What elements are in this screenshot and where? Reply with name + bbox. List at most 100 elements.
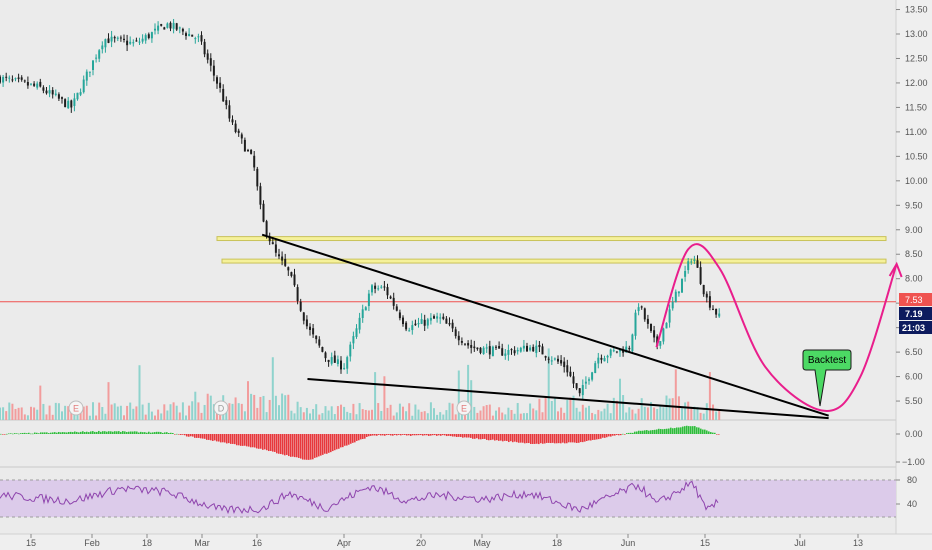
supply-zone-upper[interactable] — [216, 236, 887, 242]
macd-bar — [550, 434, 552, 444]
macd-bar — [176, 433, 178, 435]
candle-body — [147, 34, 150, 39]
callout-bubble[interactable] — [802, 349, 852, 407]
macd-bar — [472, 434, 474, 439]
macd-bar — [456, 434, 458, 437]
descending-trendline[interactable] — [261, 233, 829, 417]
macd-bar — [536, 434, 538, 444]
candle-body — [172, 22, 175, 29]
volume-bar — [383, 376, 386, 420]
volume-bar — [54, 402, 57, 420]
candle-body — [67, 100, 70, 109]
macd-bar — [44, 432, 46, 434]
earnings-marker-2[interactable]: E — [456, 400, 472, 416]
macd-bar — [632, 432, 634, 434]
macd-axis[interactable]: 0.00 −1.00 — [896, 429, 925, 467]
macd-bar — [308, 434, 310, 460]
volume-bar — [473, 406, 476, 420]
macd-bar — [360, 434, 362, 440]
macd-bar — [18, 433, 20, 435]
supply-zone-lower[interactable] — [221, 258, 887, 264]
candle-body — [631, 334, 634, 352]
candle-body — [262, 203, 265, 222]
time-axis-label: 13 — [853, 538, 863, 548]
macd-bar — [500, 434, 502, 441]
macd-bar — [670, 427, 672, 434]
macd-bar — [680, 427, 682, 434]
volume-bar — [467, 364, 470, 420]
volume-bar — [318, 414, 321, 420]
macd-bar — [488, 434, 490, 441]
macd-bar — [668, 428, 670, 434]
macd-bar — [626, 433, 628, 434]
macd-bar — [206, 434, 208, 440]
volume-bar — [361, 409, 364, 420]
candle-body — [188, 33, 191, 36]
volume-bar — [426, 413, 429, 420]
candle-body — [330, 357, 333, 364]
volume-bar — [470, 380, 473, 420]
candle-body — [712, 308, 714, 310]
macd-bar — [216, 434, 218, 442]
backtest-callout[interactable]: Backtest — [802, 349, 852, 407]
macd-bar — [640, 430, 642, 434]
volume-bar — [119, 405, 122, 420]
candle-body — [144, 35, 147, 41]
macd-bar — [404, 434, 406, 435]
candle-body — [36, 83, 39, 88]
candle-body — [39, 81, 42, 87]
volume-bar — [609, 413, 612, 420]
volume-bar — [330, 406, 333, 420]
candle-body — [600, 357, 603, 360]
volume-bar — [14, 408, 17, 420]
candle-body — [290, 272, 293, 276]
time-axis[interactable]: 15 Feb 18 Mar 16 Apr 20 May 18 Jun 15 Jul 13 — [26, 534, 863, 548]
rsi-line[interactable] — [0, 480, 719, 515]
macd-bar — [654, 429, 656, 434]
candle-body — [380, 286, 383, 288]
time-axis-label: Mar — [194, 538, 210, 548]
volume-bar — [188, 405, 191, 420]
time-scale-background[interactable] — [0, 534, 932, 550]
candle-body — [473, 346, 476, 349]
macd-bar — [172, 433, 174, 434]
candle-body — [442, 316, 445, 319]
macd-bar — [644, 430, 646, 434]
volume-bar — [448, 402, 451, 420]
volume-bar — [693, 406, 696, 420]
macd-bar — [158, 431, 160, 434]
price-scale-background[interactable] — [896, 0, 932, 550]
volume-bar — [681, 408, 683, 420]
macd-bar — [408, 434, 410, 436]
macd-bar — [674, 428, 676, 434]
macd-bar — [264, 434, 266, 450]
volume-bar — [355, 414, 358, 420]
candle-body — [200, 35, 203, 42]
candle-body — [299, 301, 302, 311]
macd-bar — [432, 434, 434, 436]
volume-bar — [209, 395, 212, 420]
volume-bar — [488, 404, 491, 420]
projection-curve[interactable] — [655, 243, 898, 412]
candle-body — [609, 349, 612, 356]
candle-body — [408, 330, 411, 332]
dividend-marker[interactable]: D — [213, 400, 229, 416]
macd-bar — [482, 434, 484, 440]
macd-bar — [704, 429, 706, 434]
support-trendline[interactable] — [307, 378, 829, 420]
candle-body — [73, 98, 76, 106]
volume-bar — [643, 406, 646, 420]
macd-bar — [232, 434, 234, 444]
macd-bar — [646, 430, 648, 434]
macd-bar — [512, 434, 514, 443]
macd-bar — [88, 432, 90, 434]
candle-body — [219, 82, 222, 88]
macd-bar — [2, 434, 4, 435]
candle-body — [615, 351, 618, 353]
rsi-axis[interactable]: 80 40 — [896, 475, 917, 509]
earnings-marker-1[interactable]: E — [68, 400, 84, 416]
macd-bar — [226, 434, 228, 444]
price-axis-label: 8.00 — [905, 274, 923, 284]
